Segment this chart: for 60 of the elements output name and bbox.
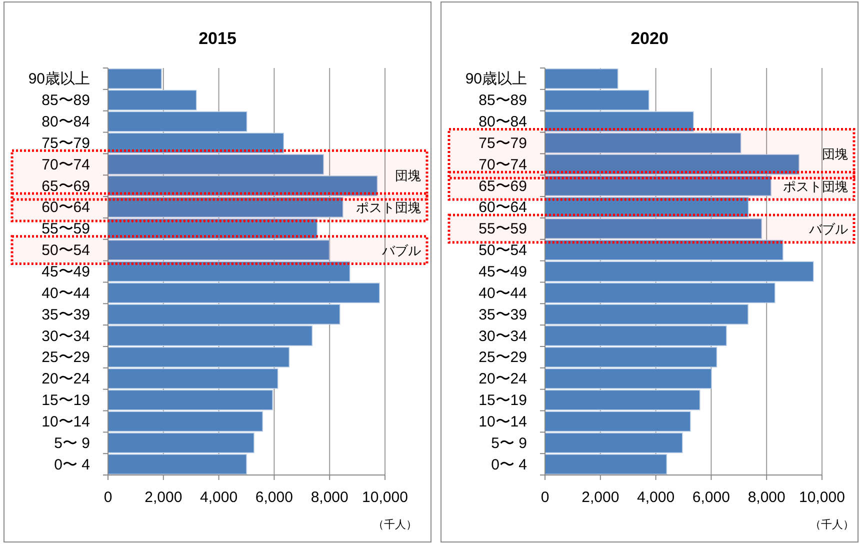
- y-tick-label: 15〜19: [478, 392, 527, 410]
- x-tick-label: 2,000: [582, 489, 620, 506]
- y-tick-label: 65〜69: [42, 178, 90, 195]
- y-tick-label: 50〜54: [478, 242, 527, 260]
- y-tick-label: 80〜84: [478, 114, 527, 131]
- band-label: 団塊: [822, 146, 848, 162]
- y-tick-label: 20〜24: [478, 370, 527, 388]
- y-tick-label: 45〜49: [42, 264, 90, 280]
- y-tick-label: 45〜49: [478, 264, 527, 280]
- band-label: 団塊: [395, 168, 421, 184]
- chart-title: 2015: [198, 29, 236, 48]
- y-tick-label: 35〜39: [478, 306, 527, 324]
- y-tick-label: 70〜74: [42, 156, 90, 174]
- band-label: バブル: [808, 222, 848, 237]
- x-tick-label: 10,000: [799, 489, 845, 506]
- y-tick-label: 10〜14: [478, 413, 527, 430]
- y-tick-label: 30〜34: [42, 328, 90, 345]
- y-tick-label: 25〜29: [478, 349, 527, 366]
- y-tick-label: 75〜79: [42, 134, 90, 152]
- y-tick-label: 25〜29: [42, 349, 90, 366]
- y-tick-label: 65〜69: [478, 178, 527, 195]
- text: （千人）: [373, 518, 417, 531]
- x-tick-label: 4,000: [637, 489, 675, 506]
- y-tick-label: 60〜64: [478, 199, 527, 216]
- y-tick-label: 75〜79: [478, 134, 527, 152]
- y-tick-label: 5〜 9: [491, 434, 527, 452]
- x-tick-label: 10,000: [362, 489, 408, 506]
- y-tick-label: 80〜84: [42, 114, 90, 131]
- y-tick-label: 70〜74: [478, 156, 527, 174]
- y-tick-label: 55〜59: [42, 220, 90, 238]
- y-tick-label: 0〜 4: [54, 456, 90, 474]
- y-tick-label: 35〜39: [42, 306, 90, 324]
- y-tick-label: 0〜 4: [491, 456, 527, 474]
- x-tick-label: 8,000: [310, 489, 348, 506]
- x-tick-label: 0: [104, 489, 112, 506]
- band-label: バブル: [381, 243, 421, 258]
- chart-title: 2020: [630, 29, 668, 48]
- y-tick-label: 85〜89: [42, 92, 90, 110]
- y-tick-label: 15〜19: [42, 392, 90, 410]
- text: （千人）: [810, 518, 854, 531]
- x-tick-label: 0: [540, 489, 550, 506]
- y-tick-label: 40〜44: [478, 284, 527, 302]
- y-tick-label: 20〜24: [42, 370, 90, 388]
- y-tick-label: 90歳以上: [28, 70, 90, 88]
- y-tick-label: 85〜89: [478, 92, 527, 110]
- x-tick-label: 4,000: [200, 489, 238, 506]
- y-tick-label: 5〜 9: [54, 434, 90, 452]
- y-tick-label: 55〜59: [478, 220, 527, 238]
- x-tick-label: 6,000: [255, 489, 293, 506]
- y-tick-label: 60〜64: [42, 199, 90, 216]
- y-tick-label: 90歳以上: [465, 70, 527, 88]
- x-tick-label: 6,000: [692, 489, 730, 506]
- y-tick-label: 30〜34: [478, 328, 527, 345]
- y-tick-label: 40〜44: [42, 284, 90, 302]
- band-label: ポスト団塊: [356, 200, 421, 216]
- y-tick-label: 10〜14: [42, 413, 90, 430]
- y-tick-label: 50〜54: [42, 242, 90, 260]
- band-label: ポスト団塊: [783, 178, 848, 194]
- x-tick-label: 8,000: [748, 489, 786, 506]
- x-tick-label: 2,000: [144, 489, 182, 506]
